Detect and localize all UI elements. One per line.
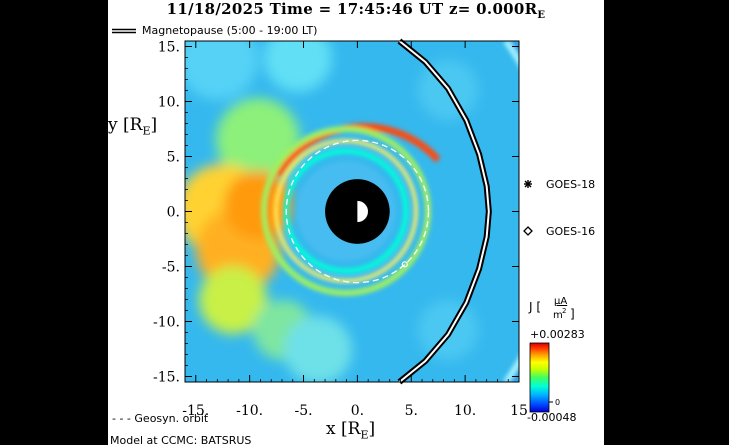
colorbar-label: J [: [528, 300, 541, 314]
plot-panel: 11/18/2025 Time = 17:45:46 UT z= 0.000RE…: [108, 0, 604, 445]
y-tick-label: 0.: [167, 205, 180, 221]
colorbar-max-label: +0.00283: [530, 328, 585, 341]
colorbar-unit-numerator: μA: [554, 296, 567, 307]
colorbar-label-close: ]: [570, 307, 575, 321]
geosyn-orbit-legend: - - - Geosyn. orbit: [112, 412, 209, 425]
colorbar: [529, 342, 550, 413]
plot-frame: [184, 40, 520, 383]
x-tick-label: 0.: [351, 403, 364, 419]
y-axis-label: y [RE]: [108, 115, 158, 138]
magnetopause-line-inner: [398, 40, 490, 383]
asterisk-stroke: [524, 180, 532, 188]
y-tick-label: 10.: [158, 95, 180, 111]
y-tick-label: 5.: [167, 150, 180, 166]
heatmap-chart: -15. -10. -5. 0. 5. 10. 15 15. 10. 5. 0. -5. -10. -15…: [153, 38, 595, 424]
x-axis-label: x [RE]: [326, 419, 376, 442]
plot-title: 11/18/2025 Time = 17:45:46 UT z= 0.000RE: [166, 0, 546, 21]
x-tick-label: -15.: [182, 403, 209, 419]
colorbar-min-label: -0.00048: [527, 411, 576, 424]
x-tick-label: 5.: [405, 403, 418, 419]
colorbar-unit-exponent: 2: [562, 307, 566, 315]
goes16-diamond-icon: [523, 226, 533, 236]
y-tick-label: -10.: [153, 315, 180, 331]
magnetopause-legend: Magnetopause (5:00 - 19:00 LT): [112, 24, 317, 37]
goes16-position-marker: [401, 261, 408, 268]
colorbar-zero-label: 0: [555, 398, 560, 407]
satellite-legend-label: GOES-16: [546, 225, 595, 238]
geosyn-orbit-circle: [285, 139, 430, 284]
x-tick-label: -5.: [294, 403, 312, 419]
x-tick-label: 10.: [454, 403, 476, 419]
magnetopause-legend-label: Magnetopause (5:00 - 19:00 LT): [142, 24, 318, 37]
colorbar-unit-denominator: m: [553, 310, 563, 321]
x-tick-label: 15: [510, 403, 528, 419]
y-tick-label: -5.: [162, 260, 180, 276]
goes18-asterisk-icon: [524, 180, 532, 188]
magnetopause-legend-line-icon: [112, 28, 136, 33]
model-note: Model at CCMC: BATSRUS: [110, 434, 252, 445]
y-tick-label: -15.: [153, 370, 180, 386]
y-tick-label: 15.: [158, 40, 180, 56]
satellite-legend-label: GOES-18: [546, 178, 595, 191]
earth-night-side: [346, 200, 358, 223]
x-tick-label: -10.: [236, 403, 263, 419]
